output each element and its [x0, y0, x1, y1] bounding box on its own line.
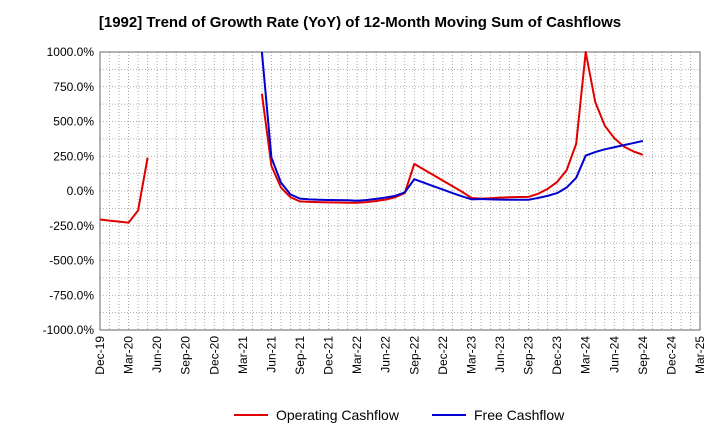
x-tick-label: Dec-19: [93, 336, 107, 375]
x-tick-label: Sep-24: [636, 336, 650, 375]
x-tick-label: Jun-21: [264, 336, 278, 373]
x-tick-label: Dec-20: [207, 336, 221, 375]
series-line-operating-cashflow: [260, 51, 644, 204]
y-tick-label: -500.0%: [49, 254, 94, 268]
axes: [99, 51, 701, 331]
legend-label-free-cashflow: Free Cashflow: [474, 407, 565, 423]
x-tick-label: Dec-21: [322, 336, 336, 375]
x-tick-label: Sep-20: [179, 336, 193, 375]
plot-frame: [99, 51, 701, 331]
x-tick-label: Jun-24: [607, 336, 621, 373]
y-tick-labels: 1000.0% 750.0% 500.0% 250.0% 0.0% -250.0% -500…: [43, 45, 95, 337]
x-tick-labels: Dec-19 Mar-20 Jun-20 Sep-20 Dec-20 Mar-21 Jun-…: [93, 336, 707, 375]
series-line-free-cashflow: [260, 51, 644, 202]
chart-title: [1992] Trend of Growth Rate (YoY) of 12-…: [98, 14, 622, 31]
x-tick-label: Mar-20: [122, 336, 136, 374]
x-tick-label: Jun-23: [493, 336, 507, 373]
y-tick-label: 250.0%: [53, 149, 94, 163]
legend-label-operating-cashflow: Operating Cashflow: [276, 407, 399, 423]
x-tick-label: Mar-24: [579, 336, 593, 374]
legend: Operating Cashflow Free Cashflow: [0, 405, 720, 425]
x-tick-label: Mar-21: [236, 336, 250, 374]
series-lines: [99, 51, 644, 224]
x-tick-label: Dec-22: [436, 336, 450, 375]
legend-swatch-operating-cashflow: [234, 414, 268, 416]
x-tick-label: Dec-23: [550, 336, 564, 375]
x-tick-label: Mar-25: [693, 336, 707, 374]
legend-swatch-free-cashflow: [432, 414, 466, 416]
y-tick-label: -750.0%: [49, 288, 94, 302]
x-tick-label: Mar-23: [464, 336, 478, 374]
y-tick-label: 750.0%: [53, 80, 94, 94]
x-tick-label: Mar-22: [350, 336, 364, 374]
y-tick-label: -1000.0%: [43, 323, 95, 337]
legend-item-free-cashflow: Free Cashflow: [432, 405, 564, 425]
y-tick-label: 0.0%: [67, 184, 95, 198]
grid-lines: [99, 51, 701, 331]
y-tick-label: -250.0%: [49, 219, 94, 233]
legend-item-operating-cashflow: Operating Cashflow: [234, 405, 399, 425]
x-tick-label: Dec-24: [664, 336, 678, 375]
x-tick-label: Jun-20: [150, 336, 164, 373]
series-line-operating-cashflow: [99, 157, 149, 224]
x-tick-label: Jun-22: [379, 336, 393, 373]
x-tick-label: Sep-23: [522, 336, 536, 375]
y-tick-label: 500.0%: [53, 115, 94, 129]
y-tick-label: 1000.0%: [47, 45, 95, 59]
x-tick-label: Sep-21: [293, 336, 307, 375]
x-tick-label: Sep-22: [407, 336, 421, 375]
